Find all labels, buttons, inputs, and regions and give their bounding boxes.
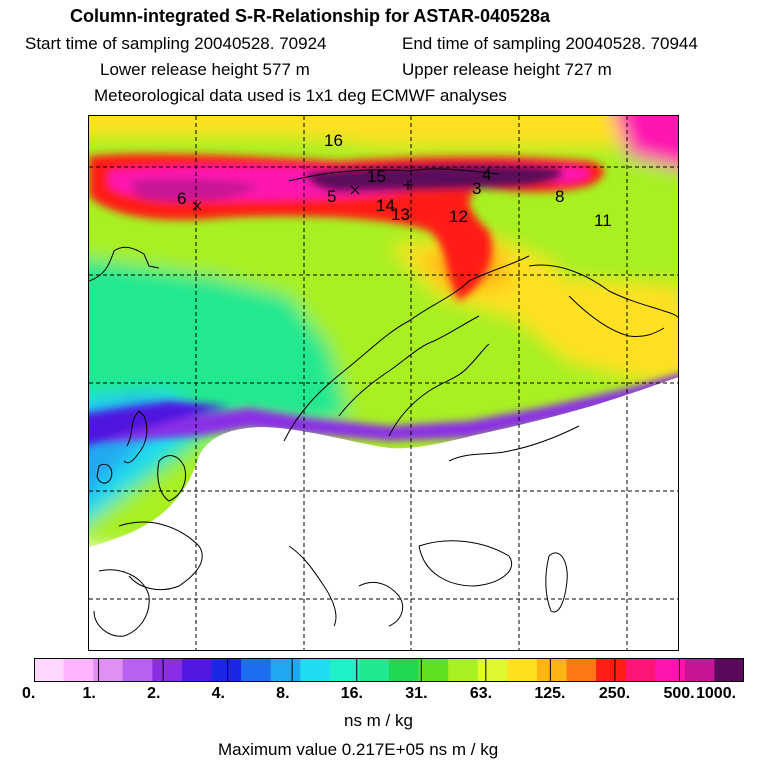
release-marker [192,201,202,211]
colorbar-segment [152,658,183,682]
coastline-scandinavia-east [338,315,480,417]
trajectory-label: 8 [555,187,564,206]
coastline-white-sea [568,295,665,337]
coastline-greece [358,581,404,627]
plot-title: Column-integrated S-R-Relationship for A… [70,6,551,26]
colorbar-segment [211,658,242,682]
coastline-caspian [545,552,568,613]
lower-release-height-label: Lower release height 577 m [100,60,310,79]
legend-tick-label: 1000. [696,685,737,702]
field-dark-core [307,164,563,192]
legend-tick-label: 8. [276,685,290,702]
colorbar-segment [625,658,656,682]
colorbar-segment [714,658,745,682]
start-time-label: Start time of sampling 20040528. 70924 [25,34,327,53]
colorbar-segment [181,658,212,682]
legend-tick-label: 4. [211,685,225,702]
coastline-iberia [93,569,150,637]
trajectory-label: 13 [391,205,410,224]
colorbar-segment [596,658,627,682]
colorbar-segment [34,658,65,682]
legend-tick-label: 31. [405,685,428,702]
colorbar-segment [389,658,420,682]
legend-tick-label: 16. [340,685,363,702]
coastline-svalbard [288,168,500,182]
colorbar-segment [566,658,597,682]
colorbar-segment [122,658,153,682]
legend-tick-label: 500. [663,685,695,702]
color-legend [34,658,745,682]
map-grid [89,116,678,650]
colorbar-segment [270,658,301,682]
colorbar-segment [329,658,360,682]
coastline-black-sea [418,540,512,587]
coastline-scotland [123,410,148,464]
colorbar-segment [448,658,479,682]
colorbar-segment [507,658,538,682]
field-violet-edge [89,374,678,443]
legend-tick-label: 0. [22,685,36,702]
trajectory-label: 6 [177,189,186,208]
legend-tick-label: 1. [82,685,96,702]
trajectory-label: 16 [324,131,343,150]
upper-release-height-label: Upper release height 727 m [402,60,612,79]
release-marker [403,180,413,190]
map-canvas: 16 15 5 6 14 13 12 4 3 8 11 [89,116,678,650]
sensitivity-map: 16 15 5 6 14 13 12 4 3 8 11 [88,115,679,651]
maximum-value-label: Maximum value 0.217E+05 ns m / kg [218,740,499,759]
trajectory-markers: 16 15 5 6 14 13 12 4 3 8 11 [177,131,612,230]
field-magenta-ne [615,116,678,169]
met-data-label: Meteorological data used is 1x1 deg ECMW… [94,86,507,105]
trajectory-label: 15 [367,167,386,186]
coastline-france [118,521,203,591]
sensitivity-field [89,116,678,546]
coastline-greenland [89,246,160,282]
colorbar-segment [241,658,272,682]
colorbar-segment [300,658,331,682]
coastline-italy [288,545,337,627]
field-purple-west [129,178,259,202]
field-yellow-north [89,116,678,146]
trajectory-label: 11 [594,211,612,230]
colorbar-segment [63,658,94,682]
colorbar-canvas [34,658,745,682]
colorbar-segment [359,658,390,682]
colorbar-segment [93,658,124,682]
field-indigo-west [89,401,229,446]
legend-tick-label: 125. [534,685,566,702]
coastline-scandinavia-west [283,255,530,442]
colorbar-segment [655,658,686,682]
legend-tick-label: 2. [147,685,161,702]
legend-tick-label: 250. [598,685,631,702]
trajectory-label: 5 [327,187,336,206]
trajectory-label: 3 [472,179,481,198]
coastline-britain [157,455,186,502]
trajectory-label: 14 [376,196,395,215]
colorbar-border [34,658,744,682]
trajectory-label: 12 [449,207,468,226]
coastline-russia-inland [448,425,580,462]
colorbar-segment [418,658,449,682]
coastlines [89,168,678,637]
legend-tick-label: 63. [469,685,493,702]
trajectory-label: 4 [482,165,491,184]
coastline-ireland [96,463,113,484]
release-marker [350,185,360,195]
colorbar-segment [684,658,715,682]
colorbar-segment [536,658,567,682]
legend-units: ns m / kg [344,711,413,730]
coastline-kola [528,264,678,318]
colorbar-segment [477,658,508,682]
end-time-label: End time of sampling 20040528. 70944 [402,34,698,53]
coastline-baltic [388,343,490,437]
